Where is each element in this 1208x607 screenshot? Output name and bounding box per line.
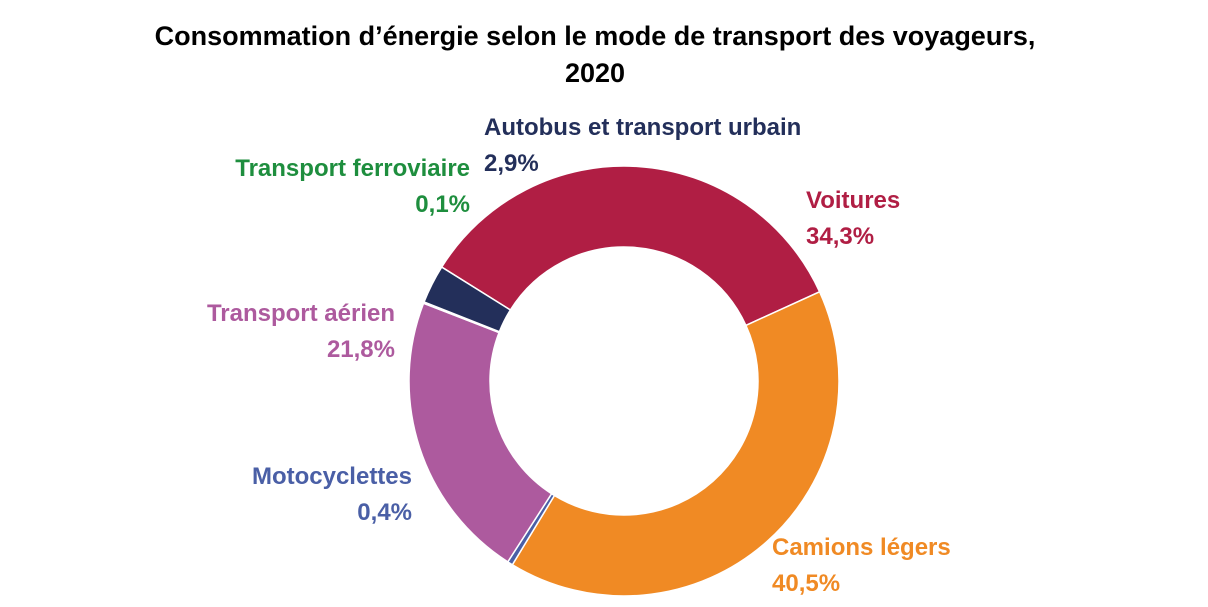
slice-camions-legers xyxy=(511,290,840,597)
label-autobus-name: Autobus et transport urbain xyxy=(484,114,802,141)
chart-title: Consommation d’énergie selon le mode de … xyxy=(0,18,1190,92)
chart-title-line-1: Consommation d’énergie selon le mode de … xyxy=(154,21,1036,51)
label-camions-legers-value: 40,5% xyxy=(772,570,841,597)
label-transport-aerien-value: 21,8% xyxy=(326,336,395,363)
label-voitures-value: 34,3% xyxy=(806,223,875,250)
label-transport-aerien: Transport aérien 21,8% xyxy=(207,296,395,368)
label-camions-legers-name: Camions légers xyxy=(772,534,951,561)
slice-autobus-et-transport-urbain xyxy=(423,266,512,333)
slice-transport-aerien xyxy=(408,302,553,563)
chart-title-line-2: 2020 xyxy=(564,58,626,88)
label-voitures-name: Voitures xyxy=(806,187,901,214)
label-autobus: Autobus et transport urbain 2,9% xyxy=(484,110,801,182)
label-transport-ferroviaire-value: 0,1% xyxy=(415,191,470,218)
label-motocyclettes-name: Motocyclettes xyxy=(251,463,412,490)
label-transport-ferroviaire: Transport ferroviaire 0,1% xyxy=(235,151,470,223)
label-transport-aerien-name: Transport aérien xyxy=(206,300,395,327)
label-voitures: Voitures 34,3% xyxy=(806,183,900,255)
donut-slices xyxy=(408,165,840,597)
label-camions-legers: Camions légers 40,5% xyxy=(772,530,951,602)
label-motocyclettes-value: 0,4% xyxy=(357,499,412,526)
label-transport-ferroviaire-name: Transport ferroviaire xyxy=(235,155,470,182)
slice-voitures xyxy=(440,165,821,327)
label-motocyclettes: Motocyclettes 0,4% xyxy=(252,459,412,531)
label-autobus-value: 2,9% xyxy=(484,150,539,177)
